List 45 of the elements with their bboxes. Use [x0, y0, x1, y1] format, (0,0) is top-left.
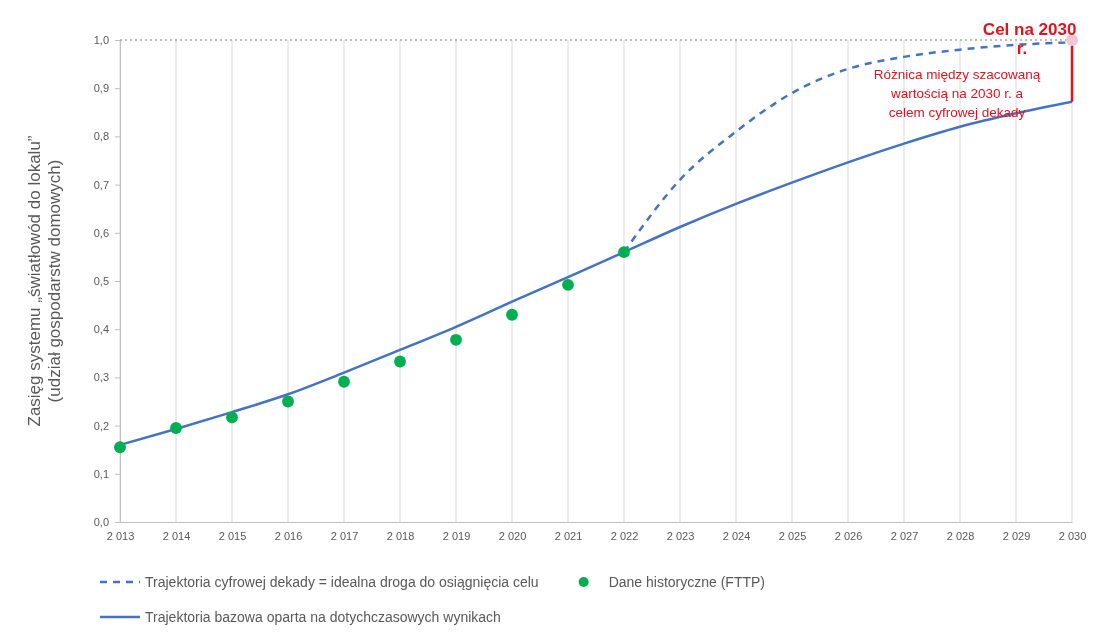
- x-tick-label: 2 027: [890, 529, 919, 542]
- x-tick-label: 2 018: [386, 529, 415, 542]
- y-tick-label: 0,0: [93, 516, 109, 529]
- x-tick-label: 2 013: [106, 529, 135, 542]
- point: [282, 395, 294, 408]
- x-tick-label: 2 017: [330, 529, 359, 542]
- y-tick-label: 0,3: [93, 371, 109, 384]
- y-tick-label: 0,2: [93, 419, 109, 432]
- point: [394, 355, 406, 368]
- x-tick-label: 2 022: [610, 529, 639, 542]
- legend-label: Trajektoria bazowa oparta na dotychczasowych wynikach: [145, 609, 501, 625]
- x-tick-label: 2 025: [778, 529, 807, 542]
- y-tick-label: 0,8: [93, 130, 109, 143]
- x-tick-label: 2 023: [666, 529, 695, 542]
- x-tick-label: 2 028: [946, 529, 975, 542]
- point: [1066, 34, 1078, 46]
- y-tick-label: 0,9: [93, 82, 109, 95]
- x-tick-label: 2 014: [162, 529, 191, 542]
- x-tick-label: 2 026: [834, 529, 863, 542]
- y-tick-label: 1,0: [93, 34, 109, 47]
- point: [562, 278, 574, 291]
- y-tick-label: 0,1: [93, 467, 109, 480]
- point: [114, 441, 126, 454]
- x-tick-label: 2 020: [498, 529, 527, 542]
- legend-label: Dane historyczne (FTTP): [608, 574, 766, 590]
- x-tick-label: 2 024: [722, 529, 751, 542]
- annotation: Cel na 2030 r.: [982, 20, 1082, 58]
- point: [506, 308, 518, 321]
- point: [450, 333, 462, 346]
- y-tick-label: 0,5: [93, 275, 109, 288]
- x-tick-label: 2 019: [442, 529, 471, 542]
- x-tick-label: 2 029: [1002, 529, 1031, 542]
- x-tick-label: 2 030: [1058, 529, 1087, 542]
- point: [618, 246, 630, 258]
- y-axis-title: Zasięg systemu „światłowód do lokalu” (udział gospodarstw domowych): [25, 135, 64, 427]
- point: [338, 375, 350, 388]
- point: [170, 422, 182, 434]
- x-tick-label: 2 015: [218, 529, 247, 542]
- legend-label: Trajektoria cyfrowej dekady = idealna droga do osiągnięcia celu: [145, 574, 539, 590]
- y-tick-label: 0,7: [93, 178, 109, 191]
- y-tick-label: 0,4: [93, 323, 109, 336]
- x-tick-label: 2 016: [274, 529, 303, 542]
- x-tick-label: 2 021: [554, 529, 583, 542]
- y-tick-label: 0,6: [93, 226, 109, 239]
- point: [226, 411, 238, 424]
